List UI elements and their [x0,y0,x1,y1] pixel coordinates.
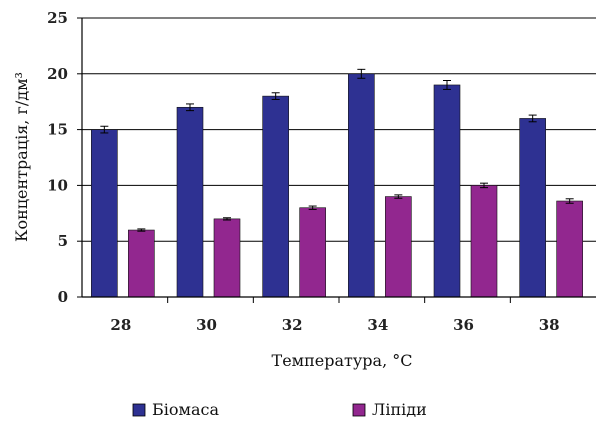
bar-biomass-34 [348,73,375,298]
y-axis-label: Концентрація, г/дм³ [12,72,31,242]
legend-swatch-biomass [132,403,146,417]
x-tick-label: 34 [367,316,388,334]
legend-swatch-lipids [352,403,366,417]
x-tick-label: 32 [282,316,303,334]
legend-label-lipids: Ліпіди [372,400,427,419]
bar-lipids-34 [385,196,412,298]
y-tick-label: 25 [47,9,68,27]
y-tick-label: 5 [58,232,68,250]
bar-biomass-36 [433,84,461,298]
y-tick-label: 15 [47,121,68,139]
y-tick-label: 10 [47,176,68,194]
gridlines [82,17,596,242]
legend: Біомаса Ліпіди [132,400,427,419]
y-tick-label: 20 [47,65,68,83]
x-tick-label: 30 [196,316,217,334]
y-tick-label: 0 [58,288,68,306]
x-axis-label: Температура, °C [272,351,413,370]
x-tick-label: 28 [110,316,131,334]
bar-biomass-30 [176,106,204,298]
bar-lipids-38 [556,200,583,298]
bar-lipids-32 [299,207,326,298]
x-tick-label: 38 [539,316,560,334]
x-tick-label: 36 [453,316,474,334]
x-axis-ticks: 28 30 32 34 36 38 [110,297,560,334]
bar-biomass-32 [262,95,289,298]
axes [81,18,596,298]
bars [91,68,583,298]
y-axis-ticks: 0 5 10 15 20 25 [47,9,82,306]
bar-biomass-38 [519,118,546,298]
bar-lipids-30 [213,218,241,298]
bar-biomass-28 [91,129,118,298]
bar-lipids-36 [470,185,498,298]
legend-label-biomass: Біомаса [152,400,219,419]
bar-lipids-28 [128,229,155,298]
